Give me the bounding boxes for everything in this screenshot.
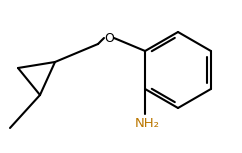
Text: NH₂: NH₂ [135,116,159,129]
Text: O: O [104,32,114,45]
